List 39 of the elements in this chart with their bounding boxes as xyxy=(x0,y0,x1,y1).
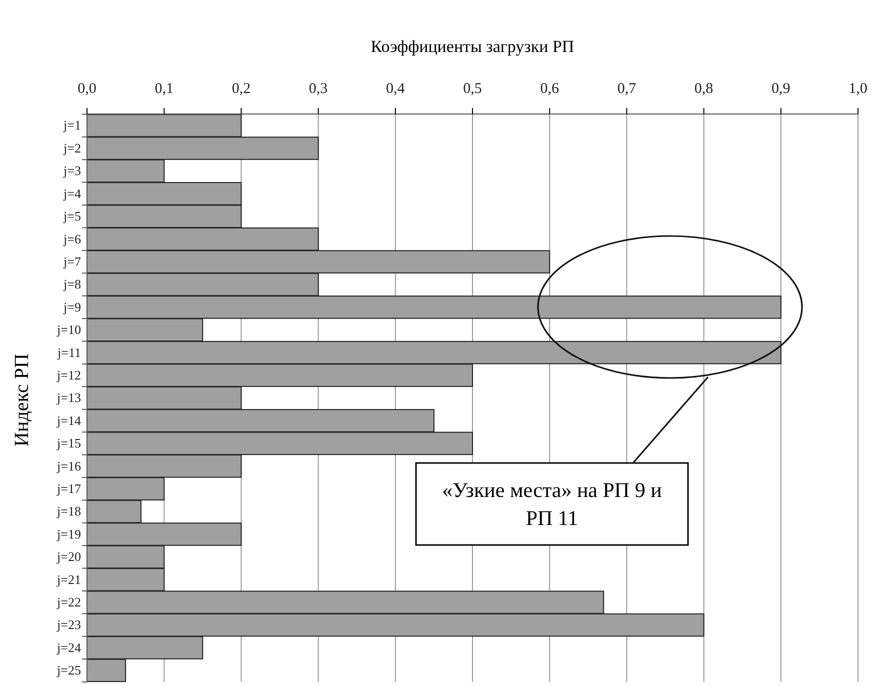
y-tick-label: j=3 xyxy=(62,163,81,178)
y-tick-label: j=21 xyxy=(56,572,81,587)
y-tick-label: j=13 xyxy=(56,390,81,406)
y-tick-label: j=11 xyxy=(56,344,81,360)
y-tick-label: j=6 xyxy=(62,231,82,246)
y-tick-label: j=5 xyxy=(62,208,81,224)
chart-title: Коэффициенты загрузки РП xyxy=(370,37,574,56)
y-tick-label: j=18 xyxy=(56,504,81,519)
y-tick-label: j=17 xyxy=(56,480,82,496)
y-tick-label: j=8 xyxy=(62,276,81,292)
y-tick-label: j=23 xyxy=(56,617,81,632)
y-tick-label: j=4 xyxy=(62,186,82,201)
x-tick-label: 0,1 xyxy=(154,81,174,97)
x-tick-label: 0,8 xyxy=(694,81,714,97)
y-tick-label: j=16 xyxy=(56,458,82,474)
y-tick-label: j=14 xyxy=(56,412,82,428)
x-tick-label: 0,9 xyxy=(772,81,790,97)
y-tick-label: j=25 xyxy=(56,662,81,678)
y-axis-title: Индекс РП xyxy=(11,354,33,446)
annotation: «Узкие места» на РП 9 и РП 11 xyxy=(442,478,662,530)
y-tick-label: j=7 xyxy=(62,254,82,269)
y-tick-label: j=10 xyxy=(56,322,81,338)
y-tick-label: j=15 xyxy=(56,436,81,451)
x-tick-label: 0,3 xyxy=(308,81,328,97)
x-tick-label: 0,5 xyxy=(463,81,482,97)
y-tick-label: j=12 xyxy=(56,367,81,382)
x-tick-label: 1,0 xyxy=(848,81,868,97)
y-tick-label: j=2 xyxy=(62,140,81,156)
x-tick-label: 0,2 xyxy=(232,81,251,97)
y-tick-label: j=20 xyxy=(56,549,81,564)
y-tick-label: j=22 xyxy=(56,594,81,610)
y-tick-label: j=24 xyxy=(56,640,82,655)
x-tick-label: 0,0 xyxy=(78,81,96,97)
y-tick-label: j=19 xyxy=(56,526,81,542)
x-tick-label: 0,6 xyxy=(540,81,560,97)
y-tick-label: j=1 xyxy=(62,118,81,133)
y-tick-label: j=9 xyxy=(62,299,81,314)
x-tick-label: 0,4 xyxy=(386,81,406,97)
x-tick-label: 0,7 xyxy=(617,81,637,97)
